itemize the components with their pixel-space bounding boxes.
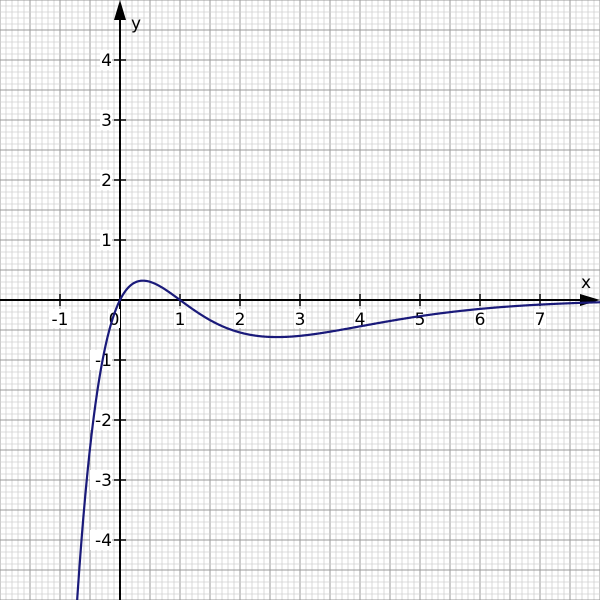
x-tick-label-bg [354,309,366,328]
x-tick-label: 2 [235,310,246,330]
x-axis-label: x [581,273,591,293]
y-tick-label-bg [90,350,112,370]
y-axis-label: y [131,14,141,34]
x-tick-label: 3 [295,310,306,330]
y-tick-label: 3 [101,111,112,131]
y-tick-label-bg [100,170,112,190]
y-tick-label: -2 [95,411,112,431]
x-tick-label-bg [294,309,306,328]
y-tick-label: 4 [101,51,112,71]
x-tick-label-bg [234,309,246,328]
x-tick-label-bg [534,309,546,328]
x-tick-label: 0 [109,310,120,330]
x-tick-label: 4 [355,310,366,330]
y-tick-label-bg [100,50,112,70]
y-tick-label-bg [90,470,112,490]
y-tick-label: -3 [95,471,112,491]
function-curve [76,279,600,600]
y-tick-label-bg [90,410,112,430]
y-tick-label-bg [100,110,112,130]
y-tick-label-bg [100,230,112,250]
x-tick-label-bg [174,309,186,328]
y-tick-label: 1 [101,231,112,251]
x-tick-label-bg [474,309,486,328]
x-tick-label: 7 [535,310,546,330]
x-tick-label: 5 [415,310,426,330]
x-axis-arrow-icon [580,294,600,306]
y-tick-label: -4 [95,531,112,551]
x-tick-label: 1 [175,310,186,330]
x-tick-label: -1 [52,310,69,330]
x-tick-label-bg [414,309,426,328]
x-tick-label: 6 [475,310,486,330]
y-axis-arrow-icon [114,0,126,20]
x-tick-label-bg [49,309,71,328]
y-tick-label: 2 [101,171,112,191]
y-tick-label-bg [90,530,112,550]
